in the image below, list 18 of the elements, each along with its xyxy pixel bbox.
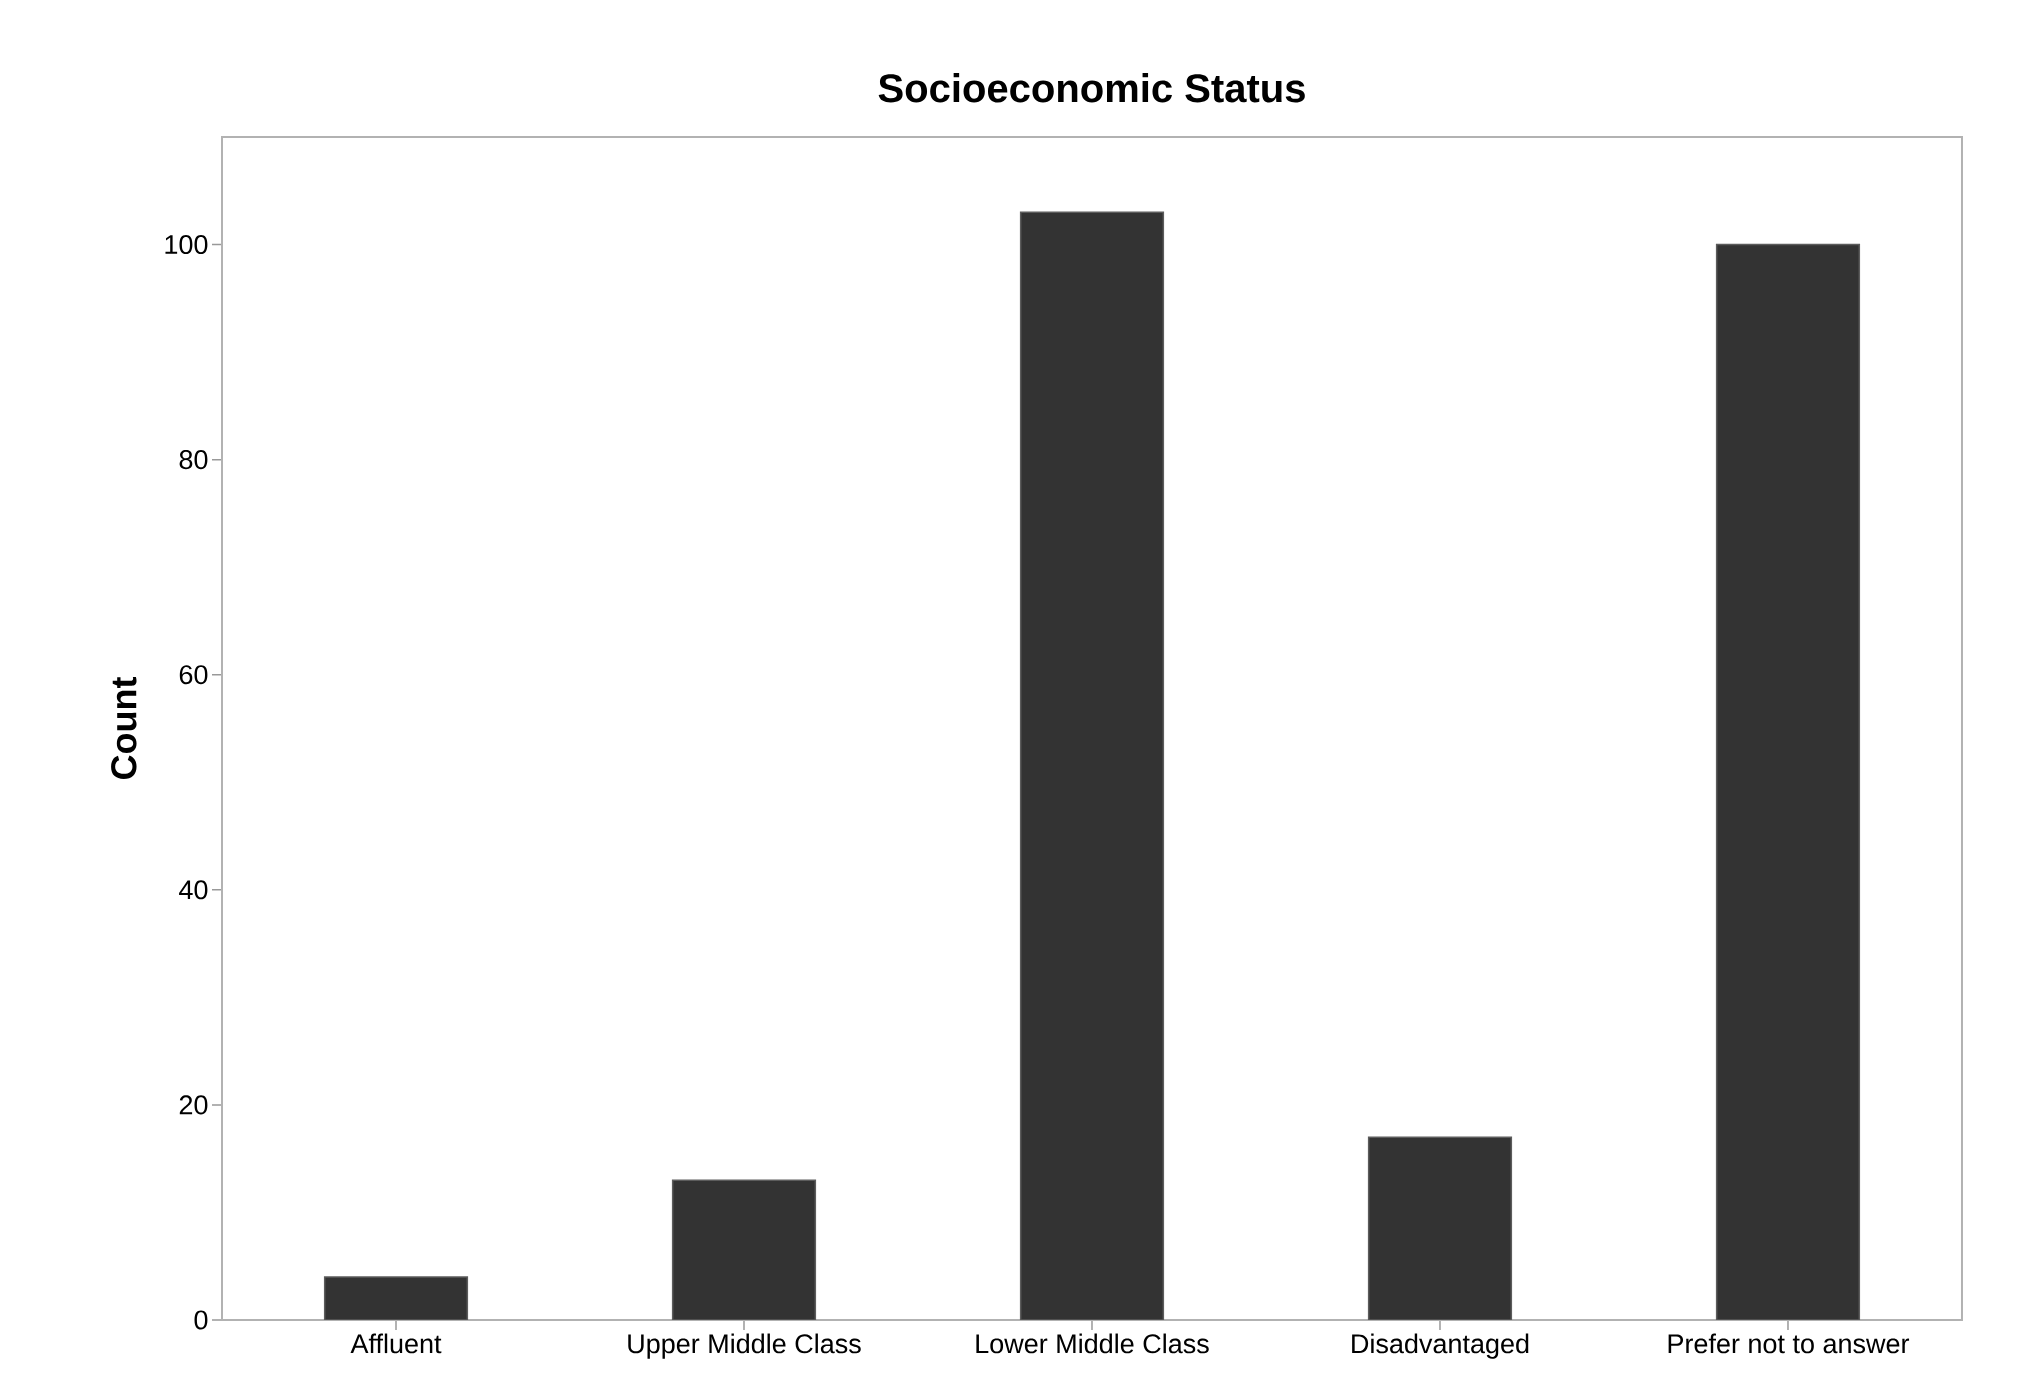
y-tick-label: 60 [179, 665, 208, 685]
y-tick-label: 40 [179, 880, 208, 900]
x-tick-label: Affluent [350, 1333, 442, 1354]
x-tick-label: Disadvantaged [1352, 1333, 1529, 1359]
x-tick-label: Upper Middle Class [628, 1333, 861, 1359]
bar [323, 1276, 469, 1320]
bar [671, 1179, 817, 1320]
chart-title: Socioeconomic Status [878, 73, 1305, 103]
y-tick-label: 20 [179, 1095, 208, 1115]
y-tick-label: 0 [194, 1310, 208, 1330]
y-tick-label: 100 [165, 234, 208, 255]
bar [1715, 243, 1861, 1320]
y-tick-label: 80 [179, 450, 208, 470]
x-tick-label: Prefer not to answer [1668, 1333, 1910, 1354]
bar [1019, 211, 1165, 1320]
x-tick-label: Lower Middle Class [976, 1333, 1209, 1354]
y-axis-title: Count [111, 676, 137, 779]
bar [1367, 1136, 1513, 1320]
